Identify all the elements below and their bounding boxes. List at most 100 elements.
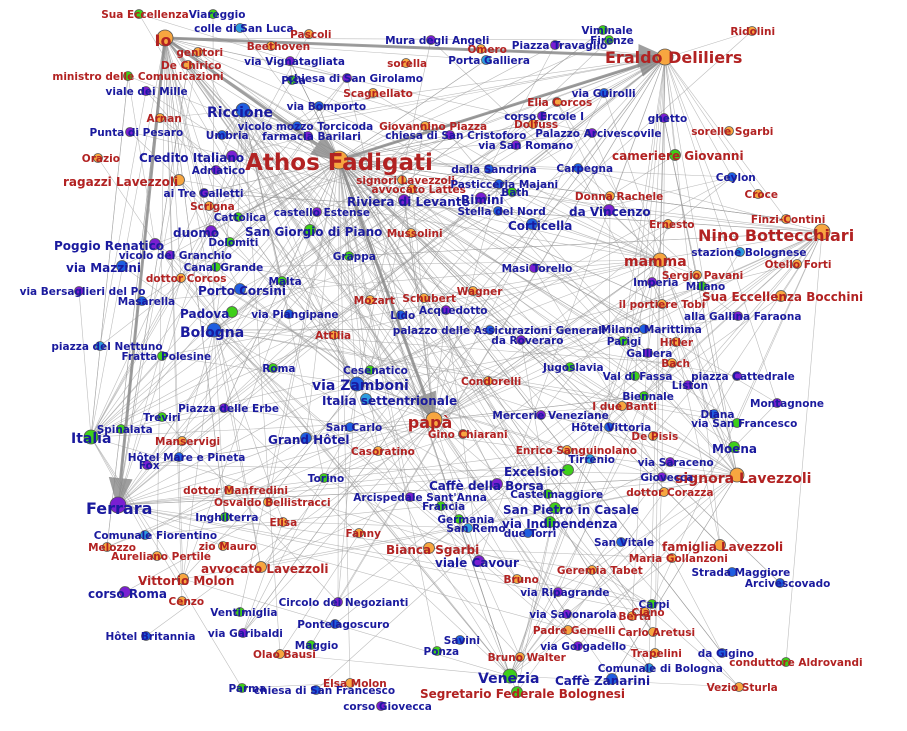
node-caffeborsa[interactable] — [491, 478, 503, 490]
node-carpi[interactable] — [647, 599, 657, 609]
node-spinalata[interactable] — [116, 424, 126, 434]
node-adriatico[interactable] — [211, 165, 221, 175]
node-venezia[interactable] — [502, 668, 518, 684]
node-sanpietro[interactable] — [549, 502, 561, 514]
node-colle[interactable] — [235, 23, 245, 33]
node-finzi[interactable] — [781, 214, 791, 224]
node-corticella[interactable] — [526, 218, 538, 230]
node-signorilav[interactable] — [397, 175, 407, 185]
node-padova[interactable] — [226, 306, 238, 318]
node-depisis[interactable] — [648, 431, 658, 441]
node-milano[interactable] — [697, 281, 707, 291]
node-cattolica[interactable] — [233, 212, 243, 222]
node-manservigi[interactable] — [177, 436, 187, 446]
node-diana[interactable] — [709, 409, 719, 419]
node-nino[interactable] — [813, 223, 831, 241]
node-ragazzilav[interactable] — [173, 174, 185, 186]
node-viareggio[interactable] — [208, 9, 218, 19]
node-sergio[interactable] — [692, 270, 702, 280]
node-conduttore[interactable] — [781, 657, 791, 667]
node-viapiangipane[interactable] — [284, 309, 294, 319]
node-mercerie[interactable] — [536, 410, 546, 420]
node-chiesasanfran[interactable] — [311, 685, 321, 695]
node-condorelli[interactable] — [483, 376, 493, 386]
node-avvlattes[interactable] — [407, 184, 417, 194]
node-piazzanet[interactable] — [95, 341, 105, 351]
node-arcispedale[interactable] — [405, 492, 415, 502]
node-sorellasgarbi[interactable] — [724, 126, 734, 136]
node-pascoli[interactable] — [304, 29, 314, 39]
node-viagaribaldi[interactable] — [238, 628, 248, 638]
node-corsoroma[interactable] — [119, 586, 131, 598]
node-hitler[interactable] — [671, 337, 681, 347]
node-mozart[interactable] — [365, 295, 375, 305]
node-allagallina[interactable] — [733, 311, 743, 321]
node-rimini[interactable] — [475, 192, 487, 204]
node-athos[interactable] — [329, 150, 349, 170]
node-scrigna[interactable] — [204, 201, 214, 211]
node-orazio[interactable] — [93, 153, 103, 163]
node-viminale[interactable] — [598, 25, 608, 35]
node-dottcorazza[interactable] — [659, 487, 669, 497]
node-pontelagoscuro[interactable] — [330, 619, 340, 629]
node-portiere[interactable] — [657, 299, 667, 309]
node-imperia[interactable] — [647, 277, 657, 287]
node-suaeccboc[interactable] — [775, 290, 787, 302]
node-bologna[interactable] — [206, 322, 222, 338]
node-enrico[interactable] — [562, 445, 572, 455]
node-carpegna[interactable] — [573, 163, 583, 173]
node-eraldo[interactable] — [656, 48, 674, 66]
node-duebanti[interactable] — [617, 401, 627, 411]
node-dottmanfredini[interactable] — [224, 485, 234, 495]
node-casoratino[interactable] — [373, 446, 383, 456]
node-portagall[interactable] — [481, 55, 491, 65]
node-montagnone[interactable] — [772, 398, 782, 408]
node-moena[interactable] — [728, 441, 740, 453]
node-schubert[interactable] — [419, 293, 429, 303]
node-masarella[interactable] — [137, 296, 147, 306]
node-ghetto[interactable] — [659, 113, 669, 123]
node-galliera[interactable] — [643, 348, 653, 358]
node-suaecc[interactable] — [134, 9, 144, 19]
node-maggio[interactable] — [306, 640, 316, 650]
node-ciano[interactable] — [640, 607, 650, 617]
node-ministro[interactable] — [123, 71, 133, 81]
node-milanomar[interactable] — [639, 324, 649, 334]
node-elisa[interactable] — [278, 517, 288, 527]
node-firenze[interactable] — [604, 35, 614, 45]
node-inghilterra[interactable] — [220, 512, 230, 522]
node-comunalebol[interactable] — [644, 663, 654, 673]
node-arnan[interactable] — [155, 113, 165, 123]
node-grandhotel[interactable] — [300, 432, 312, 444]
node-aitre[interactable] — [199, 188, 209, 198]
node-cesenatico[interactable] — [365, 365, 375, 375]
node-viaripagrande[interactable] — [553, 587, 563, 597]
node-viamazzini[interactable] — [116, 260, 128, 272]
node-bach[interactable] — [667, 358, 677, 368]
node-sanvitale[interactable] — [616, 537, 626, 547]
node-chiesasancris[interactable] — [445, 130, 455, 140]
node-papa[interactable] — [425, 411, 443, 429]
node-famlav[interactable] — [714, 539, 726, 551]
node-murangeli[interactable] — [426, 35, 436, 45]
node-parigi[interactable] — [618, 336, 628, 346]
node-aureliano[interactable] — [152, 551, 162, 561]
node-berta[interactable] — [627, 611, 637, 621]
node-viazamboni[interactable] — [349, 376, 365, 392]
node-vicolomozzo[interactable] — [292, 121, 302, 131]
node-viaguir[interactable] — [599, 88, 609, 98]
node-treviri[interactable] — [157, 412, 167, 422]
node-castelloest[interactable] — [312, 207, 322, 217]
node-castelmaggiore[interactable] — [543, 489, 553, 499]
node-stella[interactable] — [493, 206, 503, 216]
node-tirrenio[interactable] — [585, 454, 595, 464]
node-duomo[interactable] — [205, 225, 217, 237]
node-ridolini[interactable] — [747, 26, 757, 36]
node-geremia[interactable] — [587, 565, 597, 575]
node-liston[interactable] — [683, 380, 693, 390]
node-mariagoll[interactable] — [667, 553, 677, 563]
node-germania[interactable] — [454, 514, 464, 524]
node-vittorio[interactable] — [177, 573, 189, 585]
node-camgiov[interactable] — [669, 149, 681, 161]
node-viasanfran[interactable] — [732, 418, 742, 428]
